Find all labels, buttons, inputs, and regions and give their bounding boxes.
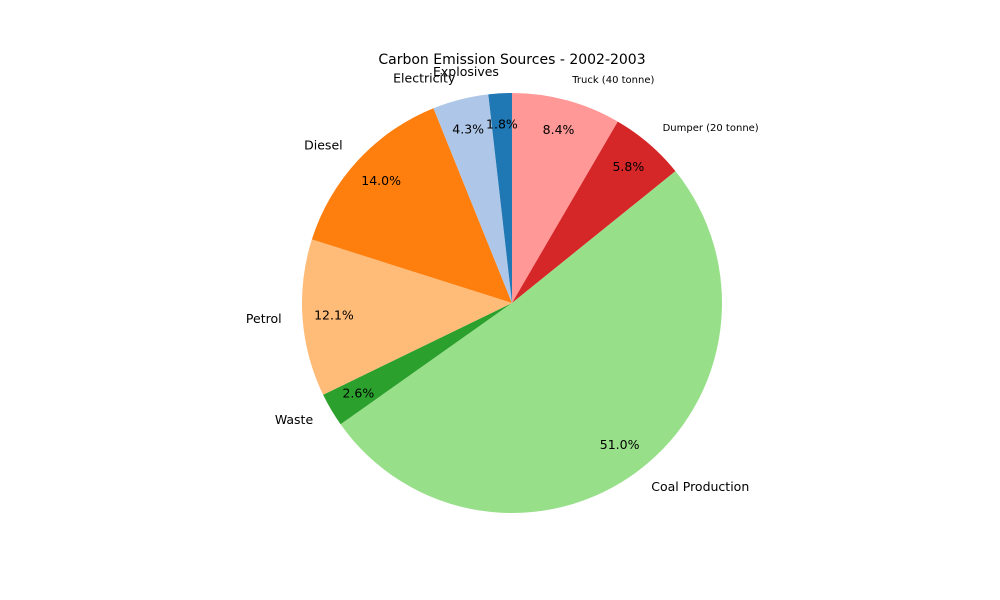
slice-category-label: Waste bbox=[275, 412, 314, 427]
pie-labels: Truck (40 tonne) 8.4% Dumper (20 tonne) 5.8… bbox=[246, 64, 759, 494]
slice-category-label: Dumper (20 tonne) bbox=[663, 123, 759, 134]
slice-percent-label: 1.8% bbox=[486, 116, 518, 131]
slice-percent-label: 5.8% bbox=[612, 159, 644, 174]
slice-percent-label: 12.1% bbox=[314, 307, 354, 322]
pie-slice bbox=[311, 108, 512, 304]
slice-category-label: Diesel bbox=[304, 137, 342, 152]
pie-slices bbox=[302, 93, 722, 513]
slice-percent-label: 2.6% bbox=[342, 385, 374, 400]
pie-slice bbox=[323, 303, 512, 425]
slice-percent-label: 14.0% bbox=[361, 173, 401, 188]
pie-slice bbox=[488, 93, 512, 303]
slice-category-label: Petrol bbox=[246, 311, 282, 326]
slice-percent-label: 8.4% bbox=[543, 122, 575, 137]
slice-category-label: Explosives bbox=[433, 64, 499, 79]
pie-slice bbox=[340, 171, 722, 513]
pie-slice bbox=[433, 94, 512, 304]
pie-slice bbox=[512, 93, 618, 303]
pie-slice bbox=[302, 239, 512, 395]
chart-title: Carbon Emission Sources - 2002-2003 bbox=[378, 52, 645, 68]
pie-slice bbox=[512, 121, 676, 303]
slice-percent-label: 4.3% bbox=[452, 121, 484, 136]
slice-category-label: Electricity bbox=[393, 71, 456, 86]
slice-percent-label: 51.0% bbox=[600, 437, 640, 452]
slice-category-label: Truck (40 tonne) bbox=[571, 75, 654, 86]
slice-category-label: Coal Production bbox=[651, 479, 749, 494]
